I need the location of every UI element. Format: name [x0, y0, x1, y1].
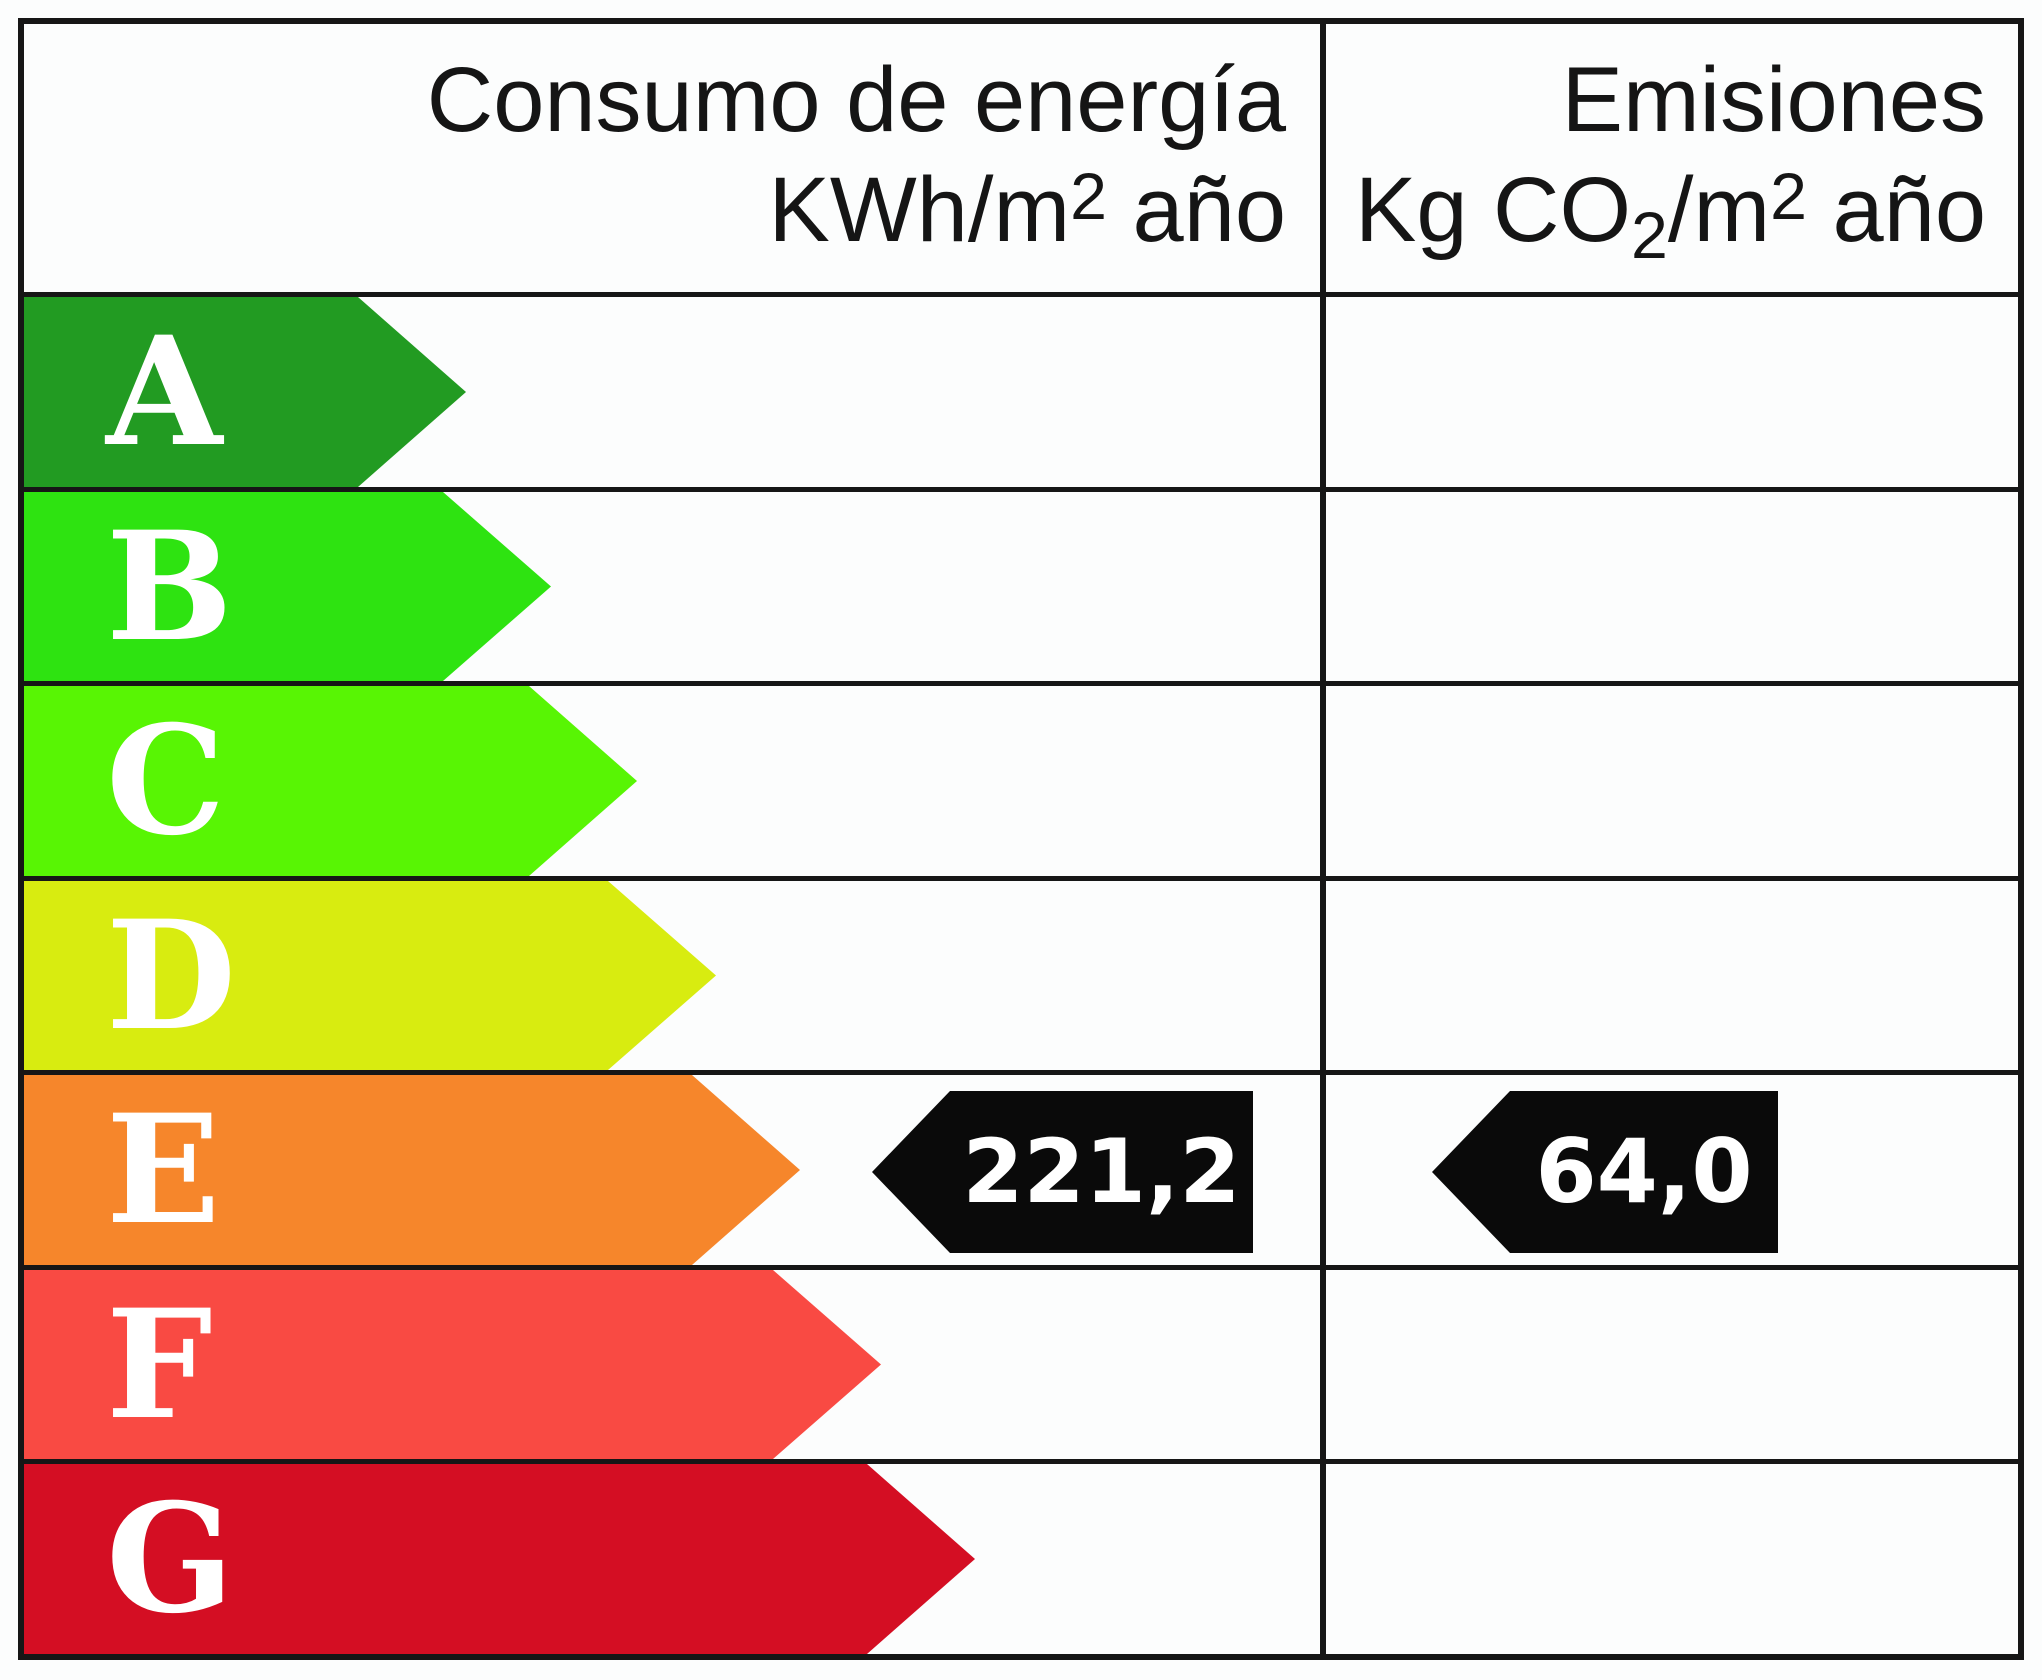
row-separator: [18, 487, 2024, 492]
emissions-unit-superscript: 2: [1770, 160, 1807, 235]
emissions-value-text: 64,0: [1535, 1120, 1753, 1223]
emissions-header-unit: Kg CO2/m2 año: [1354, 155, 1986, 273]
energy-value-text: 221,2: [962, 1120, 1241, 1223]
row-separator: [18, 1265, 2024, 1270]
emissions-unit-post: año: [1806, 159, 1986, 261]
rating-bar-d: D: [24, 881, 716, 1070]
rating-bar-f: F: [24, 1270, 881, 1459]
rating-letter-e: E: [106, 1082, 221, 1258]
rating-bar-b: B: [24, 492, 551, 681]
rating-bar-a: A: [24, 297, 466, 487]
row-separator: [18, 1459, 2024, 1464]
column-divider: [1320, 18, 1326, 1660]
rating-bar-e: E: [24, 1075, 800, 1265]
emissions-column-header: Emisiones Kg CO2/m2 año: [1330, 24, 2016, 286]
rating-letter-b: B: [106, 498, 233, 675]
energy-unit-post: año: [1106, 159, 1286, 261]
energy-column-header: Consumo de energía KWh/m2 año: [24, 24, 1316, 286]
table-frame: [18, 18, 2024, 1660]
energy-unit-superscript: 2: [1070, 160, 1107, 235]
energy-header-title: Consumo de energía: [426, 48, 1286, 151]
rating-letter-d: D: [106, 887, 237, 1064]
energy-unit-pre: KWh/m: [768, 159, 1071, 261]
row-separator: [18, 292, 2024, 297]
energy-value-marker: 221,2: [872, 1091, 1253, 1253]
rating-letter-g: G: [106, 1471, 235, 1647]
emissions-unit-subscript: 2: [1631, 199, 1668, 274]
row-separator: [18, 681, 2024, 686]
rating-bar-g: G: [24, 1464, 975, 1654]
rating-bar-c: C: [24, 686, 637, 876]
emissions-header-title: Emisiones: [1561, 48, 1986, 151]
row-separator: [18, 1070, 2024, 1075]
rating-letter-f: F: [106, 1276, 213, 1453]
energy-header-unit: KWh/m2 año: [769, 155, 1286, 265]
emissions-unit-pre: Kg CO: [1354, 159, 1632, 261]
rating-letter-a: A: [106, 304, 223, 480]
row-separator: [18, 876, 2024, 881]
rating-letter-c: C: [106, 693, 226, 869]
emissions-unit-mid: /m: [1667, 159, 1771, 261]
emissions-value-marker: 64,0: [1432, 1091, 1778, 1253]
